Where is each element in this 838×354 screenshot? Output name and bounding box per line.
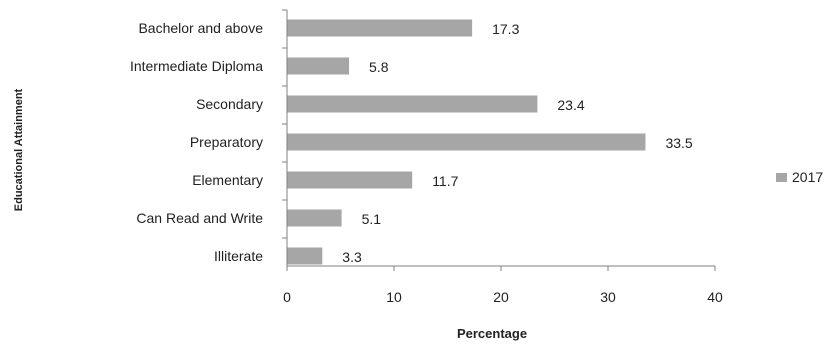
- data-label: 3.3: [342, 249, 362, 265]
- category-label: Secondary: [196, 96, 263, 112]
- legend: 2017: [776, 169, 823, 185]
- category-label: Bachelor and above: [138, 20, 263, 36]
- category-label: Can Read and Write: [136, 210, 263, 226]
- data-label: 5.1: [362, 211, 382, 227]
- x-tick-label: 0: [283, 289, 291, 305]
- legend-label: 2017: [792, 169, 823, 185]
- y-axis-title: Educational Attainment: [13, 88, 25, 211]
- data-label: 11.7: [432, 173, 458, 189]
- bar: [287, 209, 342, 227]
- x-tick-label: 10: [386, 289, 402, 305]
- data-label: 17.3: [492, 21, 519, 37]
- x-tick-label: 20: [493, 289, 509, 305]
- x-tick-label: 30: [600, 289, 616, 305]
- category-label: Intermediate Diploma: [130, 58, 263, 74]
- bar: [287, 57, 350, 75]
- data-label: 23.4: [557, 97, 584, 113]
- bar: [287, 247, 323, 265]
- x-axis-title: Percentage: [457, 326, 527, 341]
- category-label: Preparatory: [190, 134, 263, 150]
- data-label: 33.5: [665, 135, 692, 151]
- axes-layer: [282, 9, 716, 271]
- category-label: Illiterate: [214, 248, 263, 264]
- data-label: 5.8: [369, 59, 389, 75]
- x-tick-label: 40: [707, 289, 723, 305]
- bar: [287, 171, 413, 189]
- bar: [287, 133, 646, 151]
- legend-swatch: [776, 173, 787, 182]
- bars-layer: [287, 19, 646, 265]
- bar: [287, 95, 538, 113]
- category-label: Elementary: [192, 172, 263, 188]
- labels-layer: Bachelor and above 17.3 Intermediate Diplo…: [130, 20, 723, 305]
- bar: [287, 19, 473, 37]
